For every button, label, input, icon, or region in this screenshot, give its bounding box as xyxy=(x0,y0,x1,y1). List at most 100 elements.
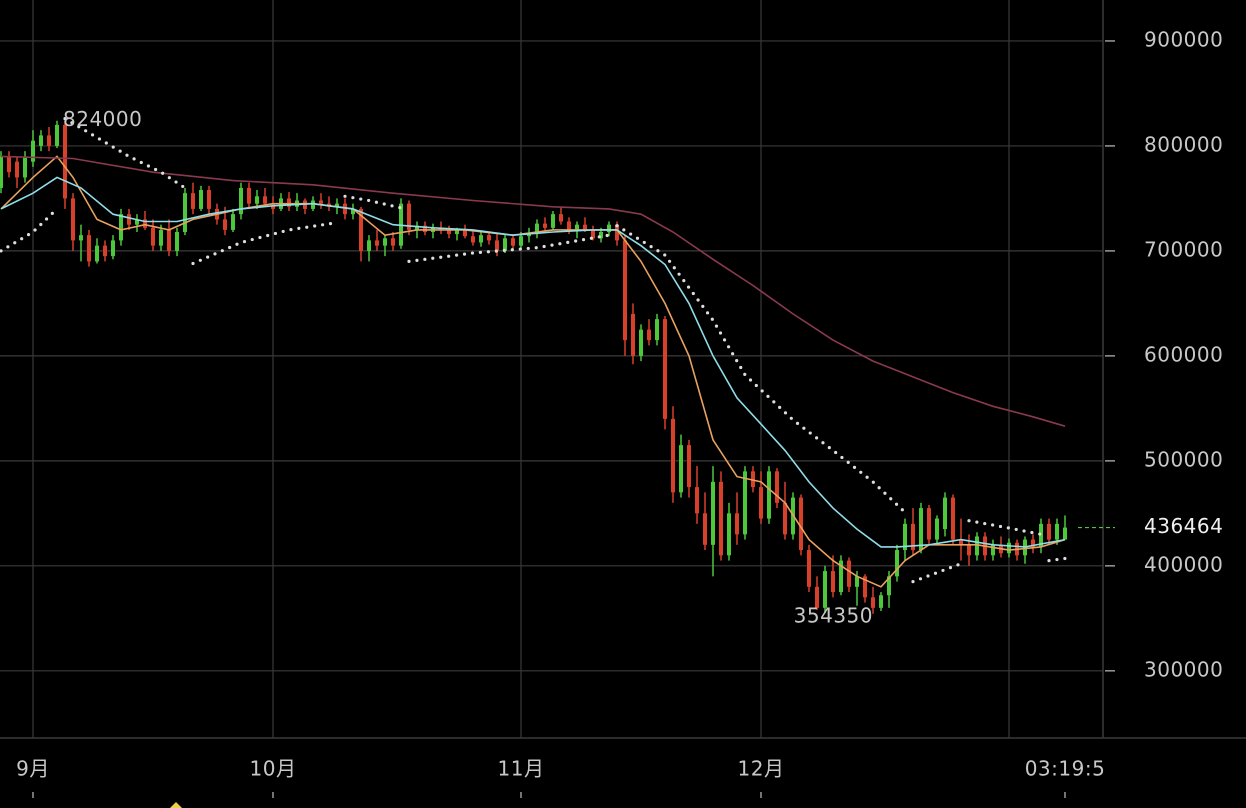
candle-body xyxy=(7,156,11,173)
candle-body xyxy=(703,513,707,545)
candle-body xyxy=(423,225,427,233)
candle-body xyxy=(175,232,179,251)
last-price-label: 436464 xyxy=(1144,514,1223,538)
marker-icon xyxy=(170,802,182,808)
candle-body xyxy=(743,471,747,535)
sar-dots xyxy=(343,194,403,210)
candle-body xyxy=(575,224,579,230)
candle-body xyxy=(375,240,379,246)
candle-body xyxy=(487,235,491,241)
candle-body xyxy=(407,203,411,230)
candle-body xyxy=(591,229,595,239)
candle-body xyxy=(455,229,459,235)
candle-body xyxy=(719,481,723,556)
candle-body xyxy=(1047,523,1051,540)
candle-body xyxy=(671,418,675,493)
candle-body xyxy=(1063,527,1067,540)
candle-body xyxy=(975,536,979,556)
sar-dots xyxy=(967,519,1043,536)
candle-body xyxy=(255,196,259,204)
candle-body xyxy=(615,224,619,241)
candle-body xyxy=(991,544,995,556)
candle-body xyxy=(631,313,635,356)
y-tick-label: 300000 xyxy=(1144,657,1223,681)
sar-dots xyxy=(407,233,611,263)
candle-body xyxy=(751,471,755,488)
candle-body xyxy=(1039,523,1043,547)
candle-body xyxy=(367,240,371,251)
candle-body xyxy=(847,560,851,587)
x-tick-label: 10月 xyxy=(250,757,297,781)
candle-body xyxy=(655,319,659,341)
candle-body xyxy=(1055,523,1059,540)
candle-body xyxy=(767,471,771,519)
candle-body xyxy=(967,544,971,556)
candle-body xyxy=(711,481,715,545)
candle-body xyxy=(383,238,387,246)
candle-body xyxy=(47,135,51,146)
moving-average xyxy=(0,176,1066,548)
candle-body xyxy=(903,523,907,551)
candle-body xyxy=(351,208,355,215)
candle-body xyxy=(343,203,347,215)
candle-body xyxy=(551,214,555,228)
sar-dots xyxy=(191,221,339,266)
candle-body xyxy=(543,223,547,228)
sar-dots xyxy=(1047,556,1067,563)
candle-body xyxy=(607,224,611,233)
candle-body xyxy=(879,595,883,608)
candle-body xyxy=(359,208,363,251)
candle-body xyxy=(263,196,267,204)
candle-body xyxy=(119,214,123,241)
candle-body xyxy=(727,513,731,556)
candle-body xyxy=(111,240,115,257)
candle-body xyxy=(495,240,499,251)
candle-body xyxy=(151,227,155,246)
candle-body xyxy=(223,219,227,230)
extreme-label: 354350 xyxy=(794,603,873,627)
y-tick-label: 800000 xyxy=(1144,132,1223,156)
extreme-label: 824000 xyxy=(63,107,142,131)
candle-body xyxy=(663,319,667,419)
candle-body xyxy=(511,238,515,246)
candle-body xyxy=(247,187,251,204)
sar-dots xyxy=(63,117,187,190)
candle-body xyxy=(1007,542,1011,554)
candle-body xyxy=(943,497,947,530)
candle-body xyxy=(391,238,395,246)
candle-body xyxy=(759,487,763,519)
moving-average xyxy=(0,155,1066,427)
candle-body xyxy=(335,203,339,207)
candle-body xyxy=(807,550,811,587)
candle-body xyxy=(783,502,787,535)
candle-body xyxy=(503,238,507,251)
candle-body xyxy=(479,235,483,243)
candle-body xyxy=(463,229,467,237)
time-label: 03:19:5 xyxy=(1025,757,1106,781)
candle-body xyxy=(159,229,163,246)
candle-body xyxy=(687,445,691,488)
candle-body xyxy=(863,576,867,598)
candle-body xyxy=(823,571,827,608)
x-tick-label: 12月 xyxy=(738,757,785,781)
candle-body xyxy=(87,235,91,262)
candle-body xyxy=(71,198,75,241)
y-tick-label: 600000 xyxy=(1144,342,1223,366)
candle-body xyxy=(775,471,779,503)
candle-body xyxy=(63,124,67,199)
candle-body xyxy=(815,586,819,608)
candle-body xyxy=(95,245,99,262)
candle-body xyxy=(559,214,563,222)
candle-body xyxy=(919,508,923,551)
sar-dots xyxy=(0,207,59,253)
candle-body xyxy=(927,508,931,540)
candle-body xyxy=(127,214,131,225)
candle-body xyxy=(23,156,27,178)
candle-body xyxy=(55,124,59,146)
candle-body xyxy=(0,156,3,188)
candle-body xyxy=(287,198,291,207)
candle-body xyxy=(639,329,643,356)
candle-body xyxy=(143,219,147,228)
candle-body xyxy=(679,445,683,493)
candle-body xyxy=(887,576,891,596)
